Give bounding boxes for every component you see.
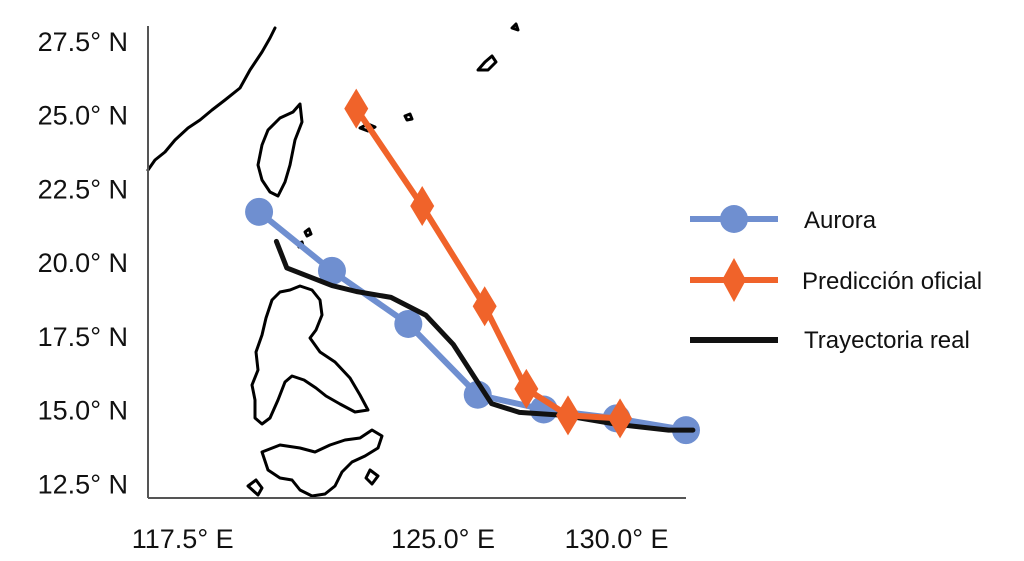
track-series xyxy=(245,88,700,445)
track-line-trayectoria-real xyxy=(273,238,696,433)
y-tick-label: 22.5° N xyxy=(38,174,128,204)
track-point-aurora xyxy=(245,197,274,226)
x-tick-label: 125.0° E xyxy=(391,524,495,554)
legend-item-trayectoria-real: Trayectoria real xyxy=(690,327,970,354)
legend-aurora-circle-marker xyxy=(720,205,748,233)
y-tick-label: 15.0° N xyxy=(38,396,128,426)
track-point-prediccion-oficial xyxy=(410,185,435,226)
y-tick-label: 25.0° N xyxy=(38,101,128,131)
legend-item-aurora: Aurora xyxy=(690,205,877,234)
x-tick-label: 130.0° E xyxy=(565,524,669,554)
luzon-outline xyxy=(250,284,370,426)
y-tick-label: 12.5° N xyxy=(38,469,128,499)
x-tick-label: 117.5° E xyxy=(132,524,234,554)
visayas-outline xyxy=(260,428,384,498)
mindanao-outline xyxy=(246,468,380,497)
track-point-aurora xyxy=(394,309,423,338)
ryukyu-islands-outline xyxy=(358,22,520,133)
legend-prediccion-diamond-marker xyxy=(722,258,746,302)
track-point-aurora xyxy=(463,380,492,409)
taiwan-outline xyxy=(256,102,304,198)
legend-item-prediccion-oficial: Predicción oficial xyxy=(690,258,982,302)
track-point-aurora xyxy=(317,256,346,285)
legend-prediccion-label: Predicción oficial xyxy=(802,268,982,295)
track-aurora xyxy=(245,197,700,445)
track-trayectoria-real xyxy=(273,238,696,433)
track-point-prediccion-oficial xyxy=(555,395,580,436)
track-point-prediccion-oficial xyxy=(514,368,539,409)
legend-aurora-label: Aurora xyxy=(804,207,877,234)
y-tick-label: 27.5° N xyxy=(38,27,128,57)
map-axes xyxy=(147,26,686,499)
y-tick-label: 20.0° N xyxy=(38,248,128,278)
track-prediccion-oficial xyxy=(344,88,633,439)
track-point-prediccion-oficial xyxy=(472,286,497,327)
x-tick-labels: 117.5° E 125.0° E 130.0° E xyxy=(132,524,669,554)
track-line-prediccion-oficial xyxy=(353,105,624,422)
track-point-prediccion-oficial xyxy=(344,88,369,129)
legend-trayectoria-label: Trayectoria real xyxy=(804,327,970,354)
y-tick-label: 17.5° N xyxy=(38,322,128,352)
legend: Aurora Predicción oficial Trayectoria re… xyxy=(690,205,982,354)
track-point-prediccion-oficial xyxy=(608,398,633,439)
china-coastline xyxy=(146,26,277,172)
y-tick-labels: 27.5° N 25.0° N 22.5° N 20.0° N 17.5° N 15.0°… xyxy=(38,27,128,500)
